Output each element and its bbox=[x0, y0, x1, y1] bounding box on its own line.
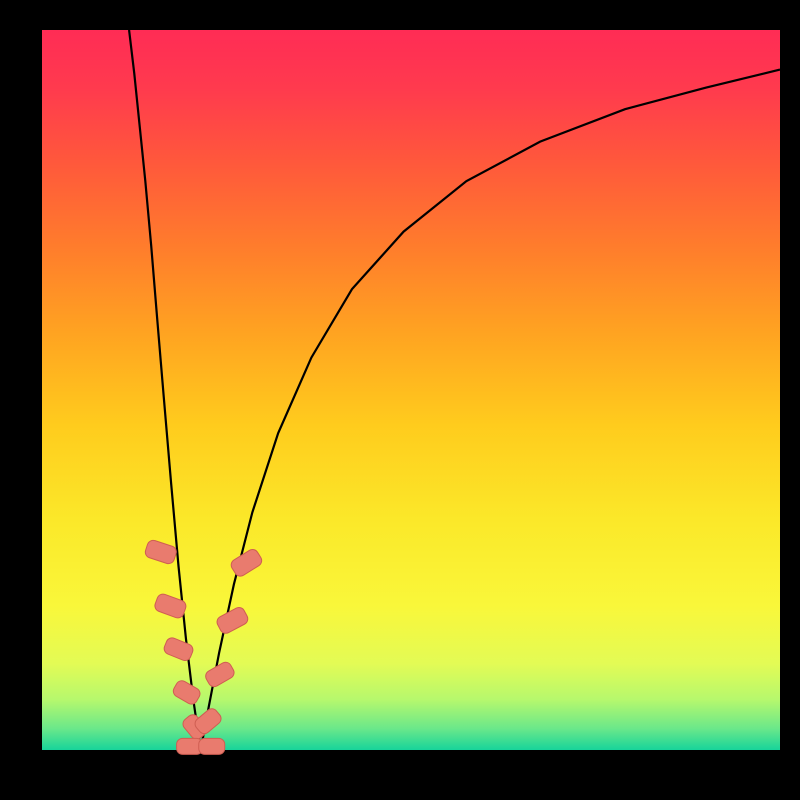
chart-container: TheBottleneck.com bbox=[0, 0, 800, 800]
curve-marker bbox=[199, 738, 225, 754]
plot-background bbox=[42, 30, 780, 750]
bottleneck-chart bbox=[0, 0, 800, 800]
